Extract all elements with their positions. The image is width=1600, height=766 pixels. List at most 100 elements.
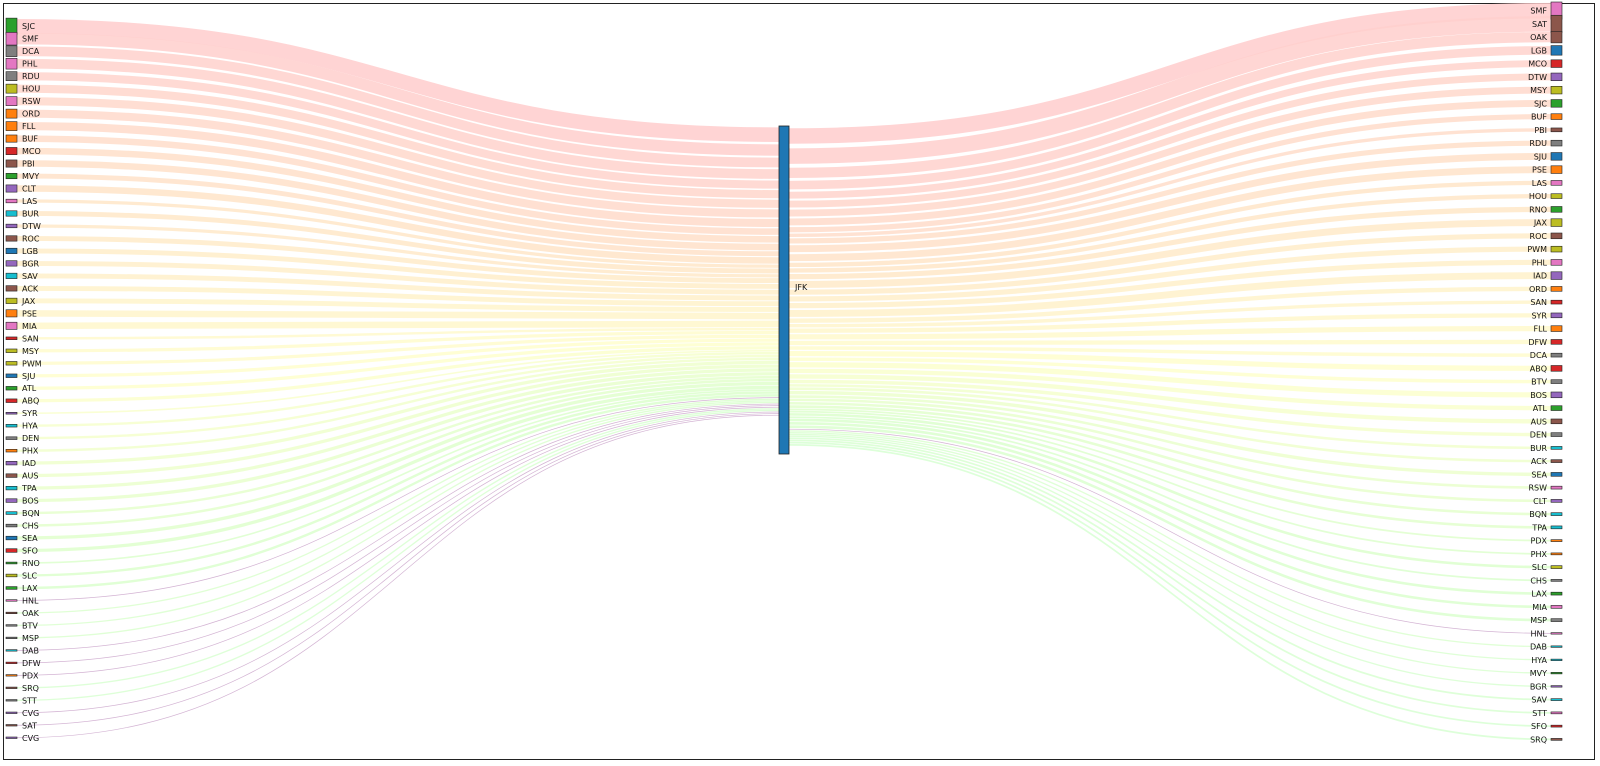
origin-node-phx[interactable]: PHX: [5, 447, 39, 456]
destination-node-mvy[interactable]: MVY: [1530, 669, 1563, 678]
destination-node-sju[interactable]: SJU: [1534, 152, 1563, 161]
origin-node-bgr[interactable]: BGR: [5, 259, 40, 268]
destination-node-bar[interactable]: [1550, 579, 1563, 582]
origin-node-bar[interactable]: [5, 424, 18, 428]
origin-node-bar[interactable]: [5, 561, 18, 565]
destination-node-bar[interactable]: [1550, 672, 1563, 675]
destination-node-bar[interactable]: [1550, 245, 1563, 253]
destination-node-bqn[interactable]: BQN: [1529, 510, 1563, 519]
origin-node-sea[interactable]: SEA: [5, 534, 38, 543]
origin-node-bar[interactable]: [5, 498, 18, 503]
origin-node-bar[interactable]: [5, 535, 18, 541]
destination-node-bar[interactable]: [1550, 152, 1563, 161]
origin-node-bar[interactable]: [5, 573, 18, 578]
origin-node-bar[interactable]: [5, 147, 18, 155]
origin-node-bar[interactable]: [5, 661, 18, 664]
origin-node-bar[interactable]: [5, 624, 18, 627]
origin-node-bar[interactable]: [5, 321, 18, 330]
destination-node-den[interactable]: DEN: [1530, 431, 1563, 440]
destination-node-bar[interactable]: [1550, 724, 1563, 728]
destination-node-bar[interactable]: [1550, 459, 1563, 463]
origin-node-atl[interactable]: ATL: [5, 384, 37, 393]
destination-node-ord[interactable]: ORD: [1529, 285, 1563, 294]
origin-node-mvy[interactable]: MVY: [5, 172, 39, 181]
destination-node-bar[interactable]: [1550, 365, 1563, 372]
destination-node-bar[interactable]: [1550, 72, 1563, 82]
destination-node-dab[interactable]: DAB: [1530, 643, 1563, 652]
destination-node-pse[interactable]: PSE: [1532, 165, 1563, 175]
destination-node-bar[interactable]: [1550, 45, 1563, 56]
destination-node-dca[interactable]: DCA: [1530, 351, 1563, 360]
origin-node-bar[interactable]: [5, 449, 18, 453]
destination-node-bar[interactable]: [1550, 218, 1563, 227]
origin-node-cvg[interactable]: CVG: [5, 734, 39, 743]
origin-node-bar[interactable]: [5, 297, 18, 304]
origin-node-hya[interactable]: HYA: [5, 422, 38, 431]
origin-node-oak[interactable]: OAK: [5, 609, 40, 618]
origin-node-sat[interactable]: SAT: [5, 721, 37, 730]
destination-node-bar[interactable]: [1550, 352, 1563, 358]
destination-node-rdu[interactable]: RDU: [1529, 139, 1563, 148]
destination-node-bar[interactable]: [1550, 472, 1563, 477]
origin-node-bar[interactable]: [5, 198, 18, 204]
destination-node-msy[interactable]: MSY: [1530, 85, 1563, 95]
origin-node-bar[interactable]: [5, 473, 18, 478]
destination-node-bar[interactable]: [1550, 738, 1563, 741]
destination-node-msp[interactable]: MSP: [1530, 616, 1563, 625]
origin-node-bar[interactable]: [5, 223, 18, 229]
origin-node-bar[interactable]: [5, 611, 18, 614]
origin-node-stt[interactable]: STT: [5, 696, 37, 705]
origin-node-bar[interactable]: [5, 173, 18, 180]
origin-node-bar[interactable]: [5, 436, 18, 440]
destination-node-las[interactable]: LAS: [1532, 179, 1563, 188]
origin-node-bqn[interactable]: BQN: [5, 509, 40, 518]
origin-node-bar[interactable]: [5, 699, 18, 702]
origin-node-lgb[interactable]: LGB: [5, 247, 38, 256]
destination-node-bar[interactable]: [1550, 139, 1563, 147]
origin-node-bar[interactable]: [5, 636, 18, 639]
destination-node-bar[interactable]: [1550, 645, 1563, 648]
destination-node-bar[interactable]: [1550, 271, 1563, 280]
destination-node-bar[interactable]: [1550, 165, 1563, 174]
destination-node-bar[interactable]: [1550, 14, 1563, 33]
origin-node-btv[interactable]: BTV: [5, 621, 38, 630]
origin-node-bar[interactable]: [5, 511, 18, 515]
destination-node-lgb[interactable]: LGB: [1531, 45, 1563, 56]
destination-node-tpa[interactable]: TPA: [1531, 523, 1563, 532]
origin-node-bar[interactable]: [5, 121, 18, 131]
destination-node-pwm[interactable]: PWM: [1527, 245, 1563, 254]
origin-node-pse[interactable]: PSE: [5, 309, 37, 318]
origin-node-bar[interactable]: [5, 71, 18, 81]
origin-node-msp[interactable]: MSP: [5, 634, 39, 643]
destination-node-bar[interactable]: [1550, 605, 1563, 609]
destination-node-bar[interactable]: [1550, 339, 1563, 345]
origin-node-iad[interactable]: IAD: [5, 459, 36, 468]
destination-node-rsw[interactable]: RSW: [1528, 484, 1563, 493]
destination-node-bar[interactable]: [1550, 618, 1563, 622]
destination-node-atl[interactable]: ATL: [1533, 404, 1563, 413]
destination-node-bar[interactable]: [1550, 391, 1563, 399]
destination-node-bar[interactable]: [1550, 312, 1563, 319]
origin-node-bar[interactable]: [5, 285, 18, 292]
destination-node-bar[interactable]: [1550, 432, 1563, 437]
destination-node-clt[interactable]: CLT: [1533, 497, 1563, 506]
origin-node-bar[interactable]: [5, 386, 18, 391]
origin-node-pbi[interactable]: PBI: [5, 160, 35, 169]
destination-node-bar[interactable]: [1550, 499, 1563, 503]
origin-node-bar[interactable]: [5, 674, 18, 677]
origin-node-bar[interactable]: [5, 57, 18, 70]
destination-node-sav[interactable]: SAV: [1531, 696, 1563, 705]
destination-node-rno[interactable]: RNO: [1529, 205, 1563, 214]
origin-node-sfo[interactable]: SFO: [5, 547, 38, 556]
origin-node-bar[interactable]: [5, 649, 18, 652]
origin-node-dtw[interactable]: DTW: [5, 222, 41, 231]
destination-node-bar[interactable]: [1550, 99, 1563, 108]
origin-node-las[interactable]: LAS: [5, 197, 37, 206]
origin-node-pdx[interactable]: PDX: [5, 671, 39, 680]
origin-node-bar[interactable]: [5, 412, 18, 415]
origin-node-den[interactable]: DEN: [5, 434, 39, 443]
origin-node-bos[interactable]: BOS: [5, 497, 39, 506]
origin-node-bar[interactable]: [5, 373, 18, 378]
destination-node-abq[interactable]: ABQ: [1530, 364, 1563, 373]
destination-node-bar[interactable]: [1550, 85, 1563, 95]
